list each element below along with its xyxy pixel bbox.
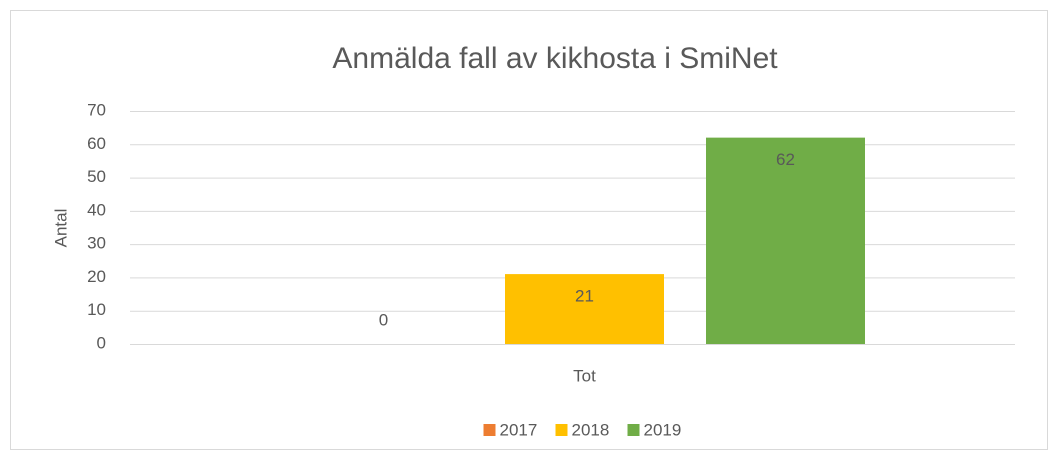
y-tick-label: 70 [87, 100, 106, 119]
y-tick-label: 10 [87, 300, 106, 319]
y-tick-label: 30 [87, 234, 106, 253]
data-label: 62 [776, 150, 795, 169]
y-tick-label: 40 [87, 200, 106, 219]
legend-label: 2019 [644, 420, 682, 439]
chart-border [10, 10, 1048, 450]
x-tick-label: Tot [573, 366, 596, 385]
y-tick-label: 50 [87, 167, 106, 186]
bar [505, 274, 664, 344]
bar [706, 137, 865, 344]
data-label: 21 [575, 287, 594, 306]
y-tick-label: 0 [97, 333, 106, 352]
legend-swatch [627, 424, 640, 436]
legend-label: 2017 [500, 420, 538, 439]
legend-swatch [555, 424, 568, 436]
legend-label: 2018 [572, 420, 610, 439]
y-axis-label: Antal [51, 209, 70, 248]
y-tick-label: 20 [87, 267, 106, 286]
data-label: 0 [379, 310, 388, 329]
chart-title: Anmälda fall av kikhosta i SmiNet [332, 42, 778, 75]
legend-swatch [483, 424, 496, 436]
y-tick-label: 60 [87, 134, 106, 153]
